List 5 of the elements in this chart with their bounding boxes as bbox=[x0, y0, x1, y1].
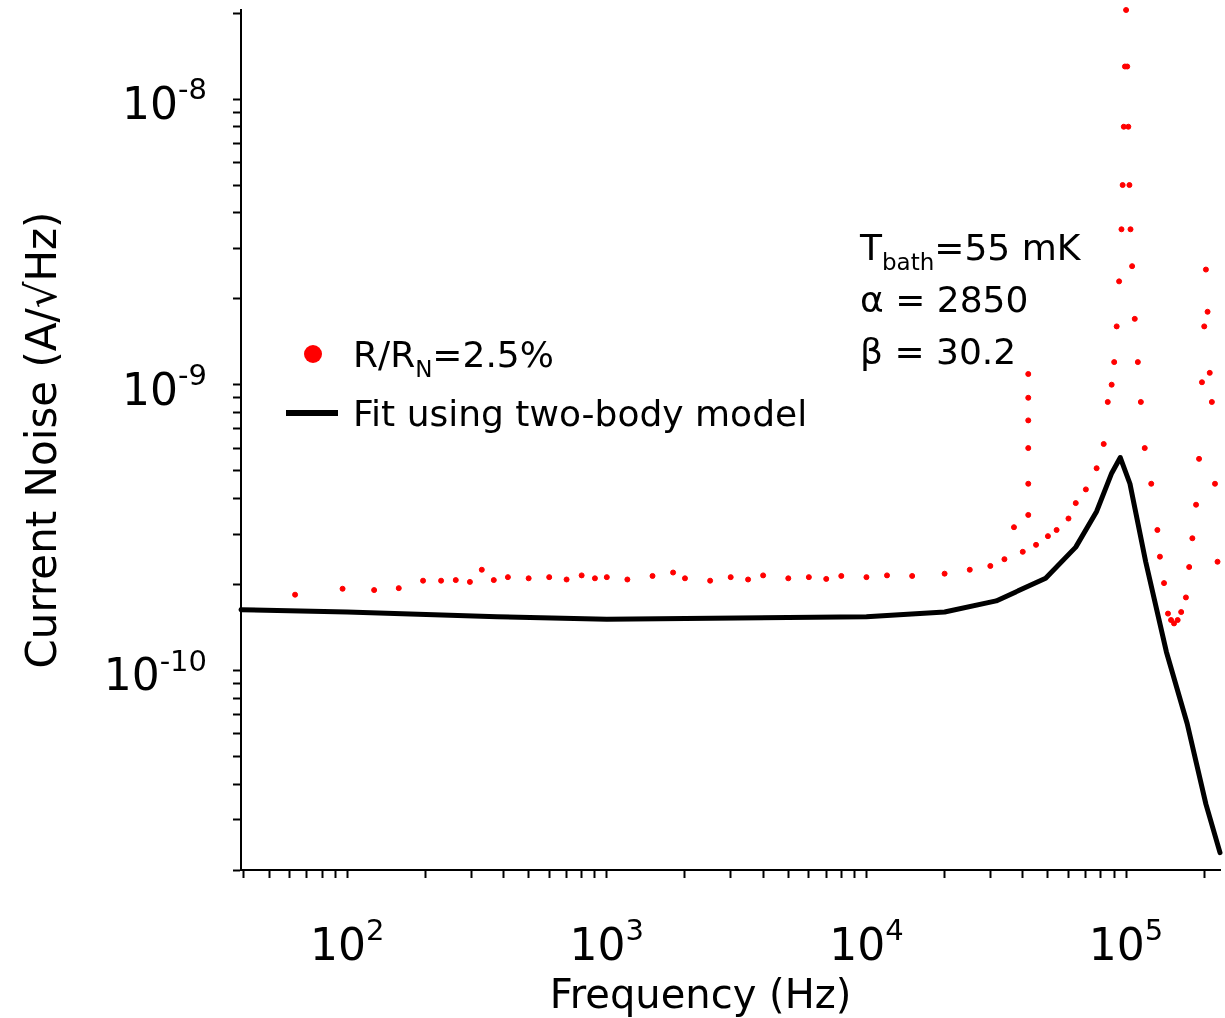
y-axis-title: Current Noise (A/√Hz) bbox=[17, 211, 66, 669]
legend-label: Fit using two-body model bbox=[353, 393, 808, 434]
annotation: α = 2850 bbox=[860, 279, 1029, 320]
x-axis-title: Frequency (Hz) bbox=[549, 971, 852, 1017]
annotation: β = 30.2 bbox=[860, 331, 1017, 372]
